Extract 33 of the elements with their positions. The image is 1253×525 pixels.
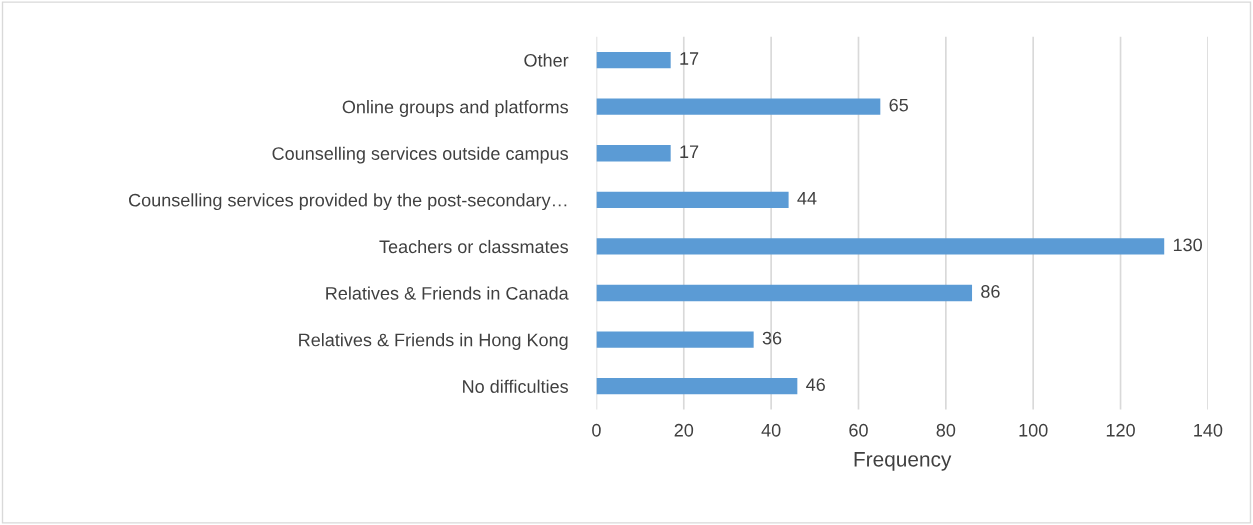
y-tick-label: No difficulties <box>463 379 568 393</box>
x-tick-label: 120 <box>1106 423 1135 437</box>
data-label: 17 <box>680 52 699 65</box>
bar <box>596 331 754 348</box>
data-label: 46 <box>806 378 825 392</box>
y-tick-label: Relatives & Friends in Hong Kong <box>299 333 568 350</box>
x-axis-title: Frequency <box>854 452 952 471</box>
y-tick-label: Online groups and platforms <box>342 100 569 117</box>
x-tick-label: 80 <box>936 423 956 437</box>
x-tick-label: 40 <box>761 423 781 437</box>
data-label: 36 <box>762 331 782 345</box>
data-label: 44 <box>797 192 817 205</box>
data-label: 65 <box>889 98 908 112</box>
x-tick-label: 100 <box>1019 423 1048 437</box>
bar <box>596 238 1165 255</box>
bar <box>596 191 789 208</box>
x-tick-label: 20 <box>674 423 694 437</box>
data-label: 86 <box>981 285 1000 298</box>
bar <box>596 51 671 69</box>
bar <box>596 98 881 115</box>
bar <box>596 145 671 162</box>
y-tick-label: Other <box>524 53 569 67</box>
y-tick-label: Teachers or classmates <box>379 239 569 254</box>
bar <box>596 284 973 302</box>
data-label: 130 <box>1173 238 1202 252</box>
y-tick-label: Counselling services outside campus <box>272 146 569 164</box>
x-tick-label: 60 <box>849 423 868 437</box>
data-label: 17 <box>680 145 699 158</box>
y-tick-label: Relatives & Friends in Canada <box>326 286 569 300</box>
y-tick-label: Counselling services provided by the post-secondary… <box>129 193 567 211</box>
x-tick-label: 0 <box>592 423 601 437</box>
x-tick-label: 140 <box>1194 423 1223 437</box>
bar <box>596 378 798 395</box>
